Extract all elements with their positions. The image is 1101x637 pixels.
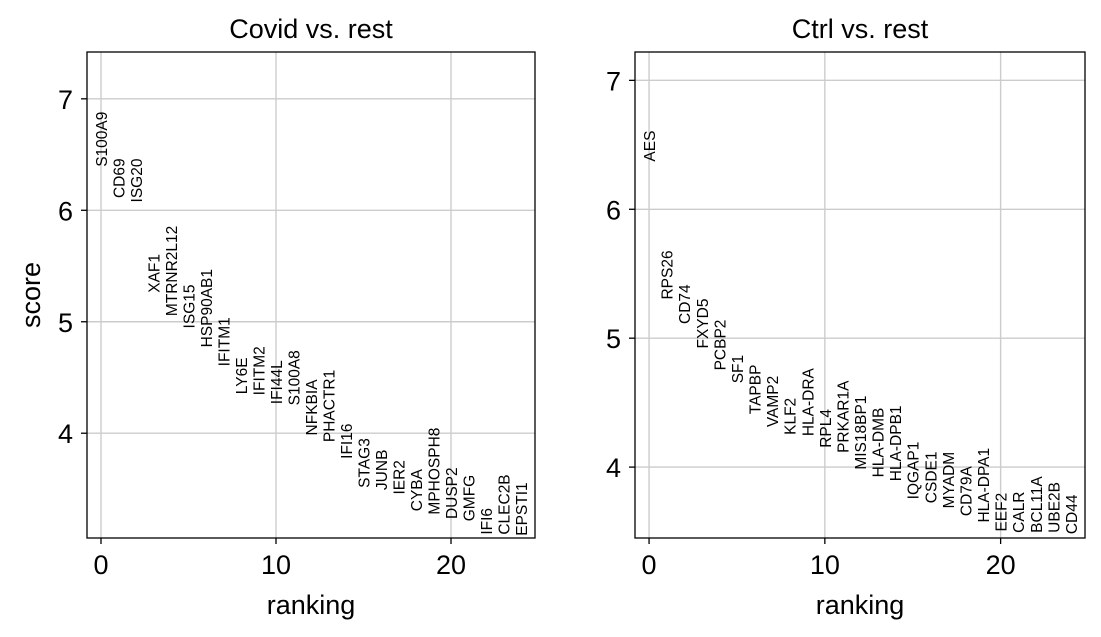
gene-label: CD74 xyxy=(677,284,694,324)
gene-label: HLA-DRA xyxy=(800,367,817,436)
gene-label: HSP90AB1 xyxy=(199,269,216,347)
gene-label: IFITM1 xyxy=(217,317,234,366)
gene-label: ISG20 xyxy=(129,158,146,202)
gene-label: IFITM2 xyxy=(252,346,269,395)
gene-label: CD44 xyxy=(1064,494,1081,534)
x-tick-label: 10 xyxy=(261,550,291,580)
gene-label: CALR xyxy=(1011,491,1028,532)
gene-label: CD69 xyxy=(112,158,129,198)
gene-label: JUNB xyxy=(374,450,391,490)
gene-label: EEF2 xyxy=(994,493,1011,532)
x-tick-label: 0 xyxy=(93,550,108,580)
gene-label: FXYD5 xyxy=(695,299,712,349)
gene-label: MIS18BP1 xyxy=(853,396,870,470)
gene-label: NFKBIA xyxy=(304,379,321,436)
gene-label: CD79A xyxy=(958,465,975,516)
gene-label: S100A9 xyxy=(94,112,111,167)
y-tick-label: 7 xyxy=(606,66,621,96)
x-tick-label: 0 xyxy=(642,550,657,580)
y-tick-label: 5 xyxy=(606,324,621,354)
x-tick-label: 10 xyxy=(810,550,840,580)
gene-label: BCL11A xyxy=(1029,476,1046,533)
y-tick-label: 5 xyxy=(58,308,73,338)
y-tick-label: 7 xyxy=(58,85,73,115)
gene-label: IFI6 xyxy=(479,508,496,535)
gene-label: PCBP2 xyxy=(712,320,729,371)
gene-label: RPS26 xyxy=(660,250,677,299)
y-axis-label: score xyxy=(16,262,46,328)
x-tick-label: 20 xyxy=(436,550,466,580)
gene-label: CYBA xyxy=(409,468,426,511)
gene-label: CSDE1 xyxy=(923,452,940,504)
gene-label: EPSTI1 xyxy=(514,482,531,535)
x-axis-label: ranking xyxy=(267,590,356,620)
gene-label: VAMP2 xyxy=(765,376,782,427)
gene-label: DUSP2 xyxy=(444,467,461,519)
gene-label: LY6E xyxy=(234,357,251,394)
gene-label: IER2 xyxy=(392,460,409,494)
y-tick-label: 6 xyxy=(606,195,621,225)
gene-label: MTRNR2L12 xyxy=(164,226,181,316)
gene-label: PRKAR1A xyxy=(835,380,852,453)
gene-label: HLA-DPB1 xyxy=(888,405,905,481)
gene-label: RPL4 xyxy=(818,409,835,448)
x-tick-label: 20 xyxy=(986,550,1016,580)
x-axis-label: ranking xyxy=(816,590,905,620)
gene-label: GMFG xyxy=(462,475,479,522)
chart-title: Covid vs. rest xyxy=(229,14,393,44)
axes-frame xyxy=(634,51,1086,539)
gene-label: IFI44L xyxy=(269,360,286,404)
gene-label: S100A8 xyxy=(287,350,304,405)
gene-label: CLEC2B xyxy=(497,474,514,534)
y-tick-label: 4 xyxy=(58,419,73,449)
gene-label: MPHOSPH8 xyxy=(427,428,444,515)
gene-label: UBE2B xyxy=(1046,482,1063,533)
gene-label: MYADM xyxy=(941,452,958,509)
gene-label: PHACTR1 xyxy=(322,370,339,442)
panel-covid-vs-rest: 0 10 20 4 5 6 7 Covid vs. rest ranking score S100A… xyxy=(16,14,536,620)
gene-label: AES xyxy=(642,131,659,162)
gene-label: IQGAP1 xyxy=(906,442,923,500)
gene-label: TAPBP xyxy=(748,365,765,415)
gene-label: SF1 xyxy=(730,355,747,383)
gene-label: ISG15 xyxy=(182,284,199,328)
axes-frame xyxy=(86,51,536,539)
gene-label: XAF1 xyxy=(147,254,164,293)
y-tick-label: 6 xyxy=(58,196,73,226)
gene-label: HLA-DPA1 xyxy=(976,448,993,523)
chart-title: Ctrl vs. rest xyxy=(792,14,929,44)
y-tick-label: 4 xyxy=(606,453,621,483)
gene-label: IFI16 xyxy=(339,424,356,459)
gene-label: HLA-DMB xyxy=(871,408,888,478)
gene-label: KLF2 xyxy=(783,398,800,435)
gene-label: STAG3 xyxy=(357,438,374,488)
